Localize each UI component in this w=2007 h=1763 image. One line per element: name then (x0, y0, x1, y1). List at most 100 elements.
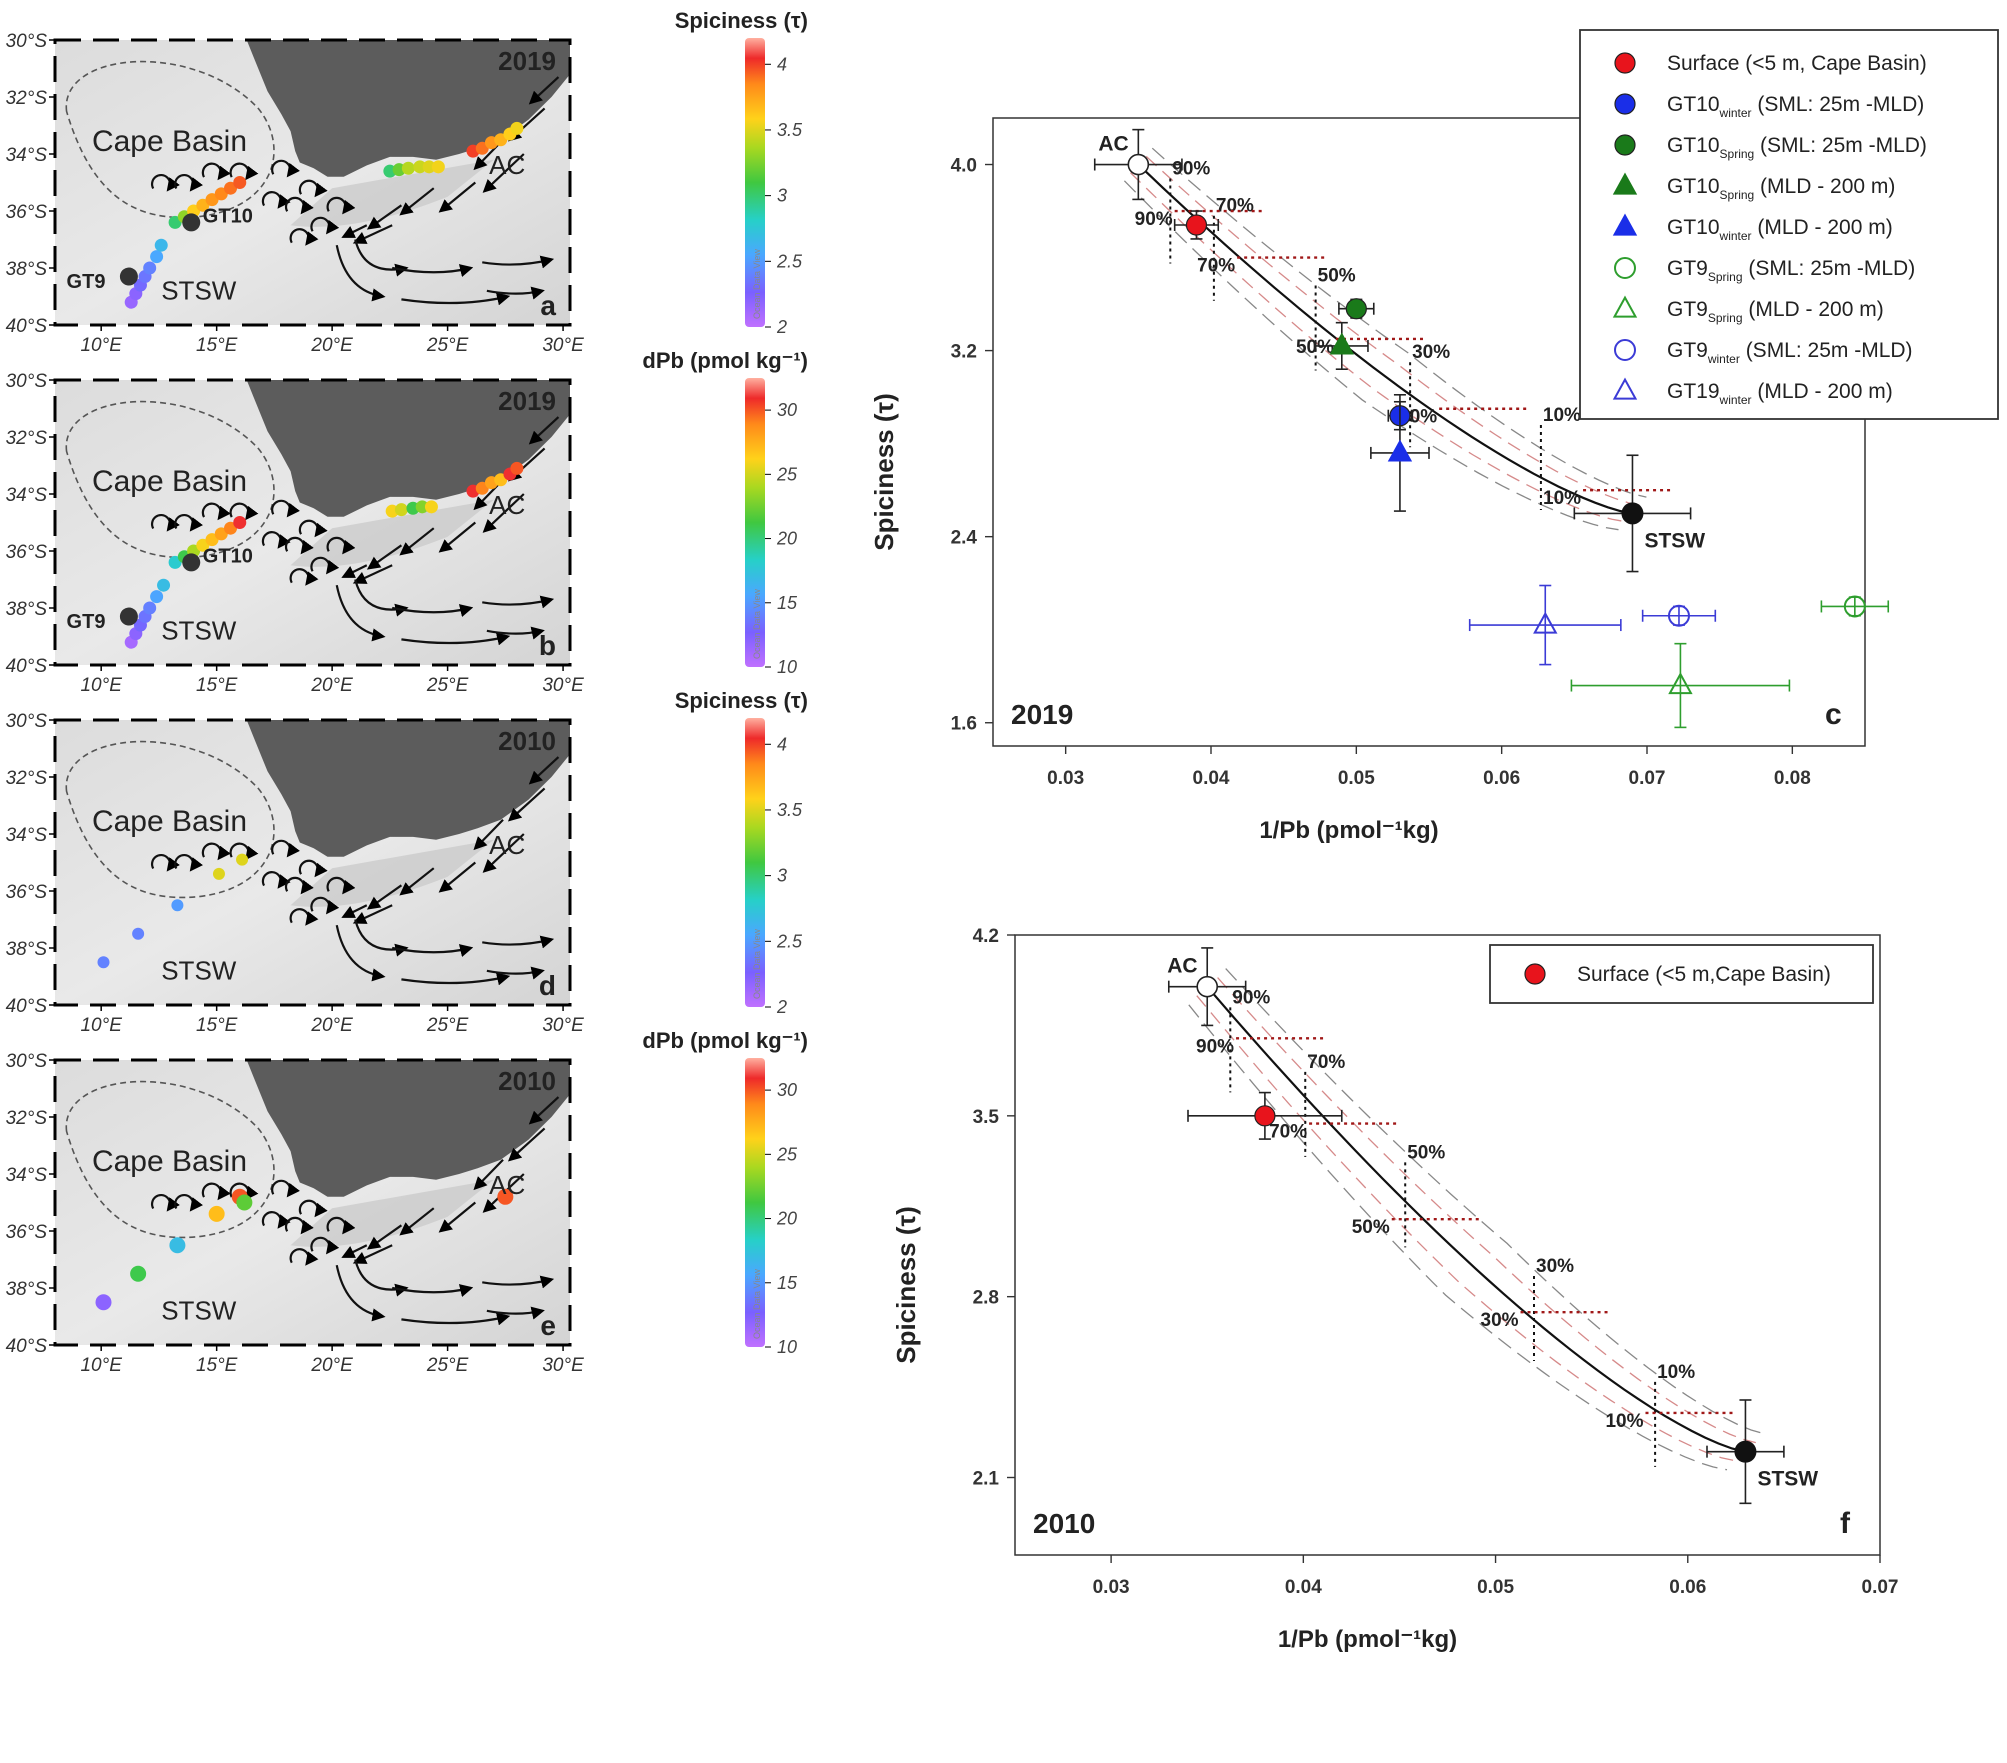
label-ac: AC (489, 490, 525, 520)
mixing-curve (1137, 163, 1633, 515)
station-point (143, 601, 157, 615)
eddy-arrow (284, 876, 314, 895)
legend-label: GT19winter (MLD - 200 m) (1667, 380, 1893, 407)
colorbar-tick-label: 25 (776, 464, 798, 484)
map-lon-label: 10°E (80, 1355, 122, 1376)
station-point (415, 500, 429, 514)
station-point (132, 927, 145, 940)
flow-arrow (399, 1207, 435, 1236)
legend-text-rest: (MLD - 200 m) (1752, 380, 1893, 403)
map-panel-b: Cape Basin AC STSW GT10 GT9 2019 b 30°S 32°S 34°S… (6, 348, 808, 696)
map-lon-label: 25°E (426, 675, 469, 696)
eddy-arrow (310, 1236, 340, 1255)
colorbar-tick-label: 10 (777, 1337, 797, 1357)
legend-text-main: GT19 (1667, 380, 1720, 403)
fraction-label: 90% (1172, 158, 1210, 179)
eddy-arrow (310, 216, 340, 235)
y-tick-label: 3.5 (973, 1107, 1000, 1128)
flow-arrow (399, 867, 435, 896)
map-panel-a: Cape Basin AC STSW GT10 GT9 2019 a 30°S 32°S 34°S… (6, 8, 808, 356)
map-lon-label: 20°E (310, 1015, 353, 1036)
map-panel-letter: d (539, 970, 556, 1001)
y-axis-label: Spiciness (τ) (891, 1206, 921, 1364)
flow-arrow (482, 153, 525, 193)
flow-arrow (399, 187, 435, 216)
fraction-label: 90% (1135, 209, 1173, 230)
x-tick-label: 0.07 (1629, 768, 1666, 789)
legend-label: GT9Spring (SML: 25m -MLD) (1667, 257, 1915, 284)
scatter-panel-f: 0.03 0.04 0.05 0.06 0.07 2.1 2.8 3.5 4.2 1/Pb (pm… (891, 926, 1898, 1653)
fraction-label: 70% (1307, 1052, 1345, 1073)
eddy-arrow (174, 1193, 203, 1212)
endmember-label: AC (1167, 955, 1197, 978)
fraction-label: 10% (1605, 1411, 1643, 1432)
eddy-arrow (150, 1193, 180, 1212)
eddy-arrow (229, 502, 259, 521)
eddy-arrow (289, 1248, 319, 1266)
station-point (130, 1265, 147, 1282)
map-lat-label: 40°S (6, 1336, 48, 1357)
eddy-arrow (326, 196, 356, 215)
y-axis-label: Spiciness (τ) (869, 393, 899, 551)
x-tick-label: 0.03 (1093, 1577, 1130, 1598)
cape-basin-boundary (65, 400, 275, 559)
y-tick-label: 4.2 (973, 926, 999, 947)
data-point (1667, 604, 1690, 627)
fraction-label: 90% (1196, 1036, 1234, 1057)
station-marker-black (119, 607, 138, 626)
colorbar (745, 38, 765, 327)
cape-basin-boundary (65, 60, 275, 219)
legend-text-sub: Spring (1720, 147, 1755, 161)
eddy-arrow (289, 228, 319, 246)
station-point (510, 121, 524, 135)
legend-text-main: GT9 (1667, 298, 1708, 321)
map-lon-label: 25°E (426, 1015, 469, 1036)
flow-arrow (482, 1275, 555, 1289)
legend-text-rest: (SML: 25m -MLD) (1743, 257, 1916, 280)
eddy-arrow (289, 568, 319, 586)
colorbar-tick-label: 30 (777, 1080, 797, 1100)
colorbar-tick-label: 15 (777, 593, 798, 613)
map-shelf (290, 499, 494, 567)
eddy-arrow (298, 179, 328, 198)
legend-label: Surface (<5 m,Cape Basin) (1577, 963, 1831, 986)
scatter-panel-c: 0.03 0.04 0.05 0.06 0.07 0.08 1.6 2.4 3.2 4.0 1/Pb… (869, 29, 1999, 844)
legend-marker (1612, 172, 1638, 195)
fraction-label: 30% (1536, 1256, 1574, 1277)
map-lat-label: 38°S (6, 939, 48, 960)
map-lat-label: 34°S (6, 485, 48, 506)
map-lat-label: 34°S (6, 145, 48, 166)
flow-arrow (486, 626, 545, 640)
fraction-label: 90% (1232, 987, 1270, 1008)
map-panel-letter: b (539, 630, 556, 661)
map-lon-label: 20°E (310, 335, 353, 356)
map-lon-label: 25°E (426, 335, 469, 356)
eddy-arrow (229, 162, 259, 181)
data-point (1533, 611, 1558, 634)
endmember-label: STSW (1757, 1468, 1818, 1491)
data-point (1254, 1105, 1276, 1127)
eddy-arrow (310, 896, 340, 915)
colorbar (745, 378, 765, 667)
legend-text-main: GT10 (1667, 134, 1720, 157)
flow-arrow (335, 244, 386, 302)
legend-text-main: Surface (<5 m, Cape Basin) (1667, 52, 1927, 75)
data-point (1843, 595, 1866, 618)
station-point (413, 160, 427, 174)
label-stsw: STSW (161, 955, 237, 985)
map-lon-label: 30°E (542, 1355, 584, 1376)
flow-arrow (482, 595, 555, 609)
eddy-arrow (284, 196, 314, 215)
mixing-envelope (1123, 180, 1619, 531)
map-frame (53, 1058, 572, 1347)
legend-box (1489, 944, 1874, 1004)
eddy-arrow (284, 536, 314, 555)
flow-arrow (486, 286, 545, 300)
flow-arrow (528, 756, 560, 785)
flow-arrow (335, 1264, 386, 1322)
station-point (212, 867, 225, 880)
y-tick-label: 2.4 (951, 528, 978, 549)
map-lon-label: 15°E (196, 1015, 238, 1036)
colorbar-tick-label: 20 (776, 1209, 797, 1229)
legend-text-main: GT10 (1667, 175, 1720, 198)
